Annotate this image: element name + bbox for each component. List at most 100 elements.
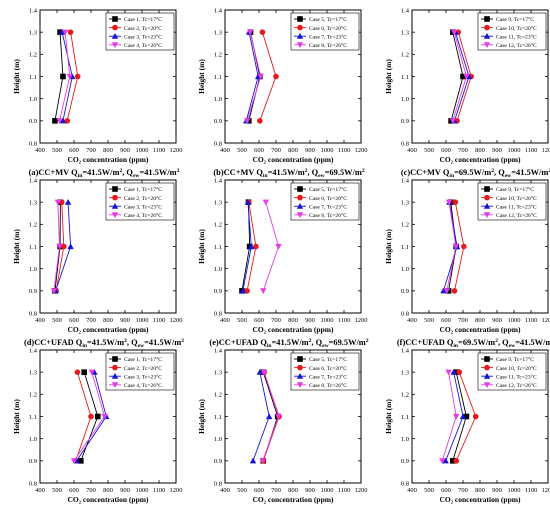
- x-tick-label: 700: [86, 487, 96, 494]
- data-point: [273, 73, 279, 80]
- x-tick-label: 1100: [525, 487, 538, 494]
- x-tick-label: 600: [254, 317, 264, 324]
- y-tick-label: 1.3: [214, 29, 222, 36]
- x-tick-label: 1200: [542, 147, 550, 154]
- data-point: [445, 199, 453, 206]
- data-point: [246, 29, 254, 36]
- caption-part: ew: [138, 343, 145, 349]
- x-axis-title: CO₂ concentration (ppm): [68, 495, 149, 504]
- y-tick-label: 1.1: [29, 74, 37, 81]
- caption-part: =69.5W/m: [329, 338, 366, 347]
- x-tick-label: 600: [254, 147, 264, 154]
- x-tick-label: 500: [424, 147, 434, 154]
- legend-marker: [296, 203, 304, 209]
- data-point: [459, 413, 467, 420]
- caption-part: =41.5W/m: [515, 338, 550, 347]
- y-tick-label: 1.1: [29, 244, 37, 251]
- x-tick-label: 900: [492, 317, 502, 324]
- x-tick-label: 900: [120, 487, 130, 494]
- data-point: [64, 118, 70, 124]
- legend-marker: [111, 203, 119, 209]
- x-tick-label: 1000: [508, 487, 521, 494]
- caption-part: 2: [548, 168, 550, 174]
- series-2: [453, 369, 479, 464]
- x-tick-label: 800: [475, 317, 485, 324]
- caption-part: (f)CC+UFAD Q: [397, 338, 454, 347]
- x-tick-label: 800: [475, 487, 485, 494]
- legend-marker: [484, 186, 490, 192]
- data-point: [461, 243, 467, 250]
- caption-part: =69.5W/m: [325, 168, 362, 177]
- data-point: [449, 118, 456, 125]
- x-tick-label: 1100: [525, 147, 538, 154]
- caption-part: (a)CC+MV Q: [29, 168, 79, 177]
- y-axis-title: Height (m): [12, 229, 21, 264]
- x-axis-title: CO₂ concentration (ppm): [68, 155, 149, 164]
- y-tick-label: 1.4: [214, 177, 223, 184]
- data-point: [59, 117, 67, 124]
- data-point: [74, 73, 81, 80]
- panel-caption: (b)CC+MV Qin=41.5W/m2, Qew=69.5W/m2: [213, 168, 364, 179]
- caption-part: 2: [177, 168, 180, 174]
- y-tick-label: 1.2: [29, 392, 37, 399]
- chart-panel-d: 400 500 600 700 800 900 1000 1100 1200 0.8 0.9 1.0 1…: [12, 177, 184, 348]
- caption-part: =69.5W/m: [454, 168, 491, 177]
- data-point: [50, 288, 58, 295]
- x-tick-label: 600: [69, 147, 79, 154]
- caption-part: in: [263, 173, 269, 179]
- y-tick-label: 0.9: [29, 288, 37, 295]
- x-tick-label: 1100: [153, 317, 166, 324]
- data-point: [244, 198, 252, 205]
- legend-entry: Case 2, Tc=20°C: [124, 365, 162, 372]
- x-tick-label: 1200: [170, 147, 183, 154]
- legend-entry: Case 5, Tc=17°C: [309, 356, 347, 363]
- x-axis-title: CO₂ concentration (ppm): [440, 325, 521, 334]
- data-point: [57, 29, 63, 35]
- x-tick-label: 700: [86, 147, 96, 154]
- series-line: [252, 372, 270, 461]
- legend-entry: Case 9, Tc=17°C: [496, 186, 534, 193]
- legend-entry: Case 11, Tc=23°C: [496, 33, 537, 40]
- y-axis-title: Height (m): [197, 59, 206, 94]
- y-tick-label: 1.4: [214, 7, 223, 14]
- x-tick-label: 500: [424, 317, 434, 324]
- data-point: [88, 413, 94, 420]
- x-tick-label: 600: [69, 317, 79, 324]
- x-tick-label: 1200: [542, 487, 550, 494]
- legend-entry: Case 6, Tc=20°C: [309, 195, 347, 202]
- caption-part: 2: [491, 168, 494, 174]
- data-point: [244, 288, 250, 294]
- y-axis-title: Height (m): [384, 229, 393, 264]
- data-point: [61, 243, 67, 250]
- y-tick-label: 1.1: [401, 244, 409, 251]
- x-tick-label: 700: [458, 487, 468, 494]
- caption-part: , Q: [307, 168, 318, 177]
- x-tick-label: 500: [237, 317, 247, 324]
- data-point: [243, 118, 251, 125]
- data-point: [442, 457, 449, 464]
- x-tick-label: 700: [271, 317, 281, 324]
- y-tick-label: 1.0: [29, 96, 37, 103]
- chart-panel-c: 400 500 600 700 800 900 1000 1100 1200 0.8 0.9 1.0 1…: [384, 7, 550, 179]
- y-tick-label: 1.0: [401, 436, 409, 443]
- legend-marker: [112, 24, 118, 31]
- x-tick-label: 1000: [136, 147, 149, 154]
- legend-marker: [296, 33, 304, 39]
- x-tick-label: 400: [220, 147, 230, 154]
- x-tick-label: 900: [305, 317, 315, 324]
- y-tick-label: 1.2: [29, 52, 37, 59]
- legend-entry: Case 8, Tc=26°C: [309, 42, 347, 49]
- data-point: [440, 287, 447, 294]
- legend-marker: [297, 356, 303, 362]
- legend-entry: Case 12, Tc=26°C: [496, 212, 537, 219]
- legend-marker: [111, 33, 119, 39]
- data-point: [262, 199, 269, 206]
- x-tick-label: 700: [458, 317, 468, 324]
- series-4: [439, 369, 460, 465]
- legend-entry: Case 10, Tc=20°C: [496, 25, 537, 32]
- y-tick-label: 0.9: [29, 118, 37, 125]
- chart-panel-a: 400 500 600 700 800 900 1000 1100 1200 0.8 0.9 1.0 1…: [12, 7, 183, 179]
- series-4: [449, 29, 470, 125]
- caption-part: ew: [505, 173, 512, 179]
- caption-part: 2: [305, 168, 308, 174]
